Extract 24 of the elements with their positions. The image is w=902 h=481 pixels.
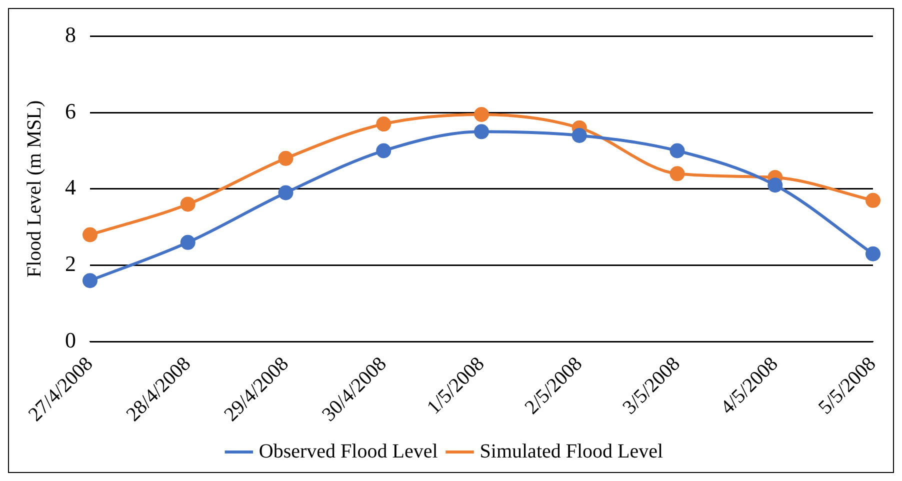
point <box>82 227 98 242</box>
point <box>278 150 294 166</box>
point <box>572 128 587 143</box>
point <box>376 116 392 132</box>
y-tick-label: 0 <box>65 327 76 352</box>
point <box>866 192 880 208</box>
point <box>474 106 489 122</box>
point <box>180 234 196 250</box>
point <box>376 143 392 158</box>
y-tick-label: 4 <box>65 174 76 200</box>
point <box>670 166 685 182</box>
point <box>82 273 98 288</box>
y-tick-label: 2 <box>65 251 76 276</box>
y-tick-label: 8 <box>65 22 76 47</box>
legend-label: Simulated Flood Level <box>480 440 664 462</box>
point <box>866 246 880 262</box>
point <box>180 196 196 212</box>
point <box>474 124 489 140</box>
point <box>768 178 783 193</box>
legend-label: Observed Flood Level <box>258 440 438 462</box>
point <box>278 185 294 200</box>
point <box>670 143 685 158</box>
y-tick-label: 6 <box>65 98 76 124</box>
y-axis-title: Flood Level (m MSL) <box>23 100 46 278</box>
